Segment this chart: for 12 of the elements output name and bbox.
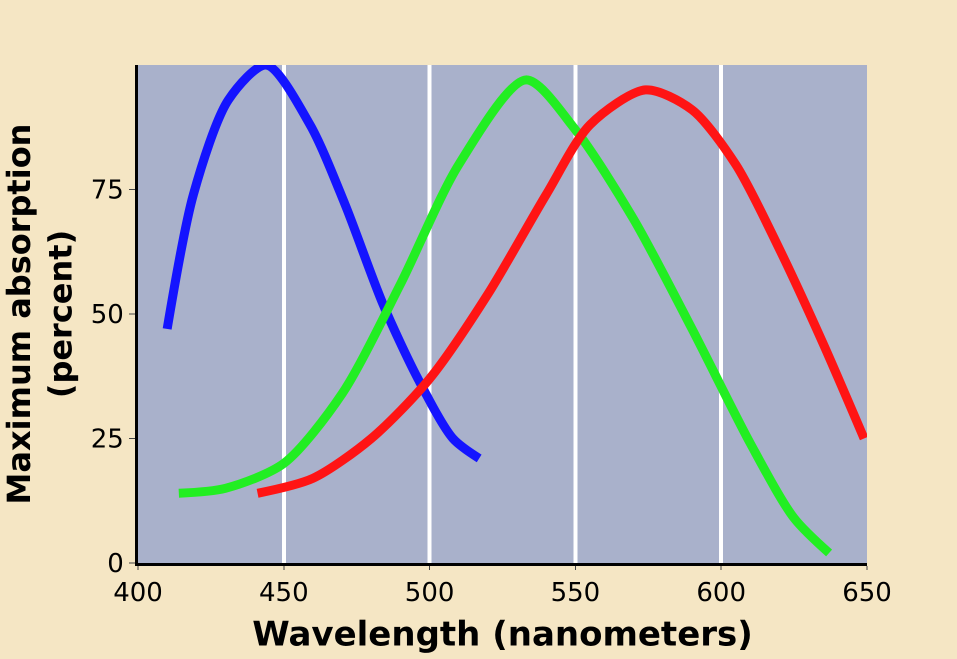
- y-axis-title: Maximum absorption (percent): [0, 124, 80, 504]
- x-axis-title: Wavelength (nanometers): [252, 614, 753, 654]
- x-tick-label: 400: [113, 578, 163, 608]
- y-tick-label: 50: [90, 300, 124, 330]
- y-tick-label: 75: [90, 176, 124, 206]
- x-tick-label: 500: [404, 578, 454, 608]
- x-tick-label: 450: [258, 578, 309, 608]
- y-tick-label: 0: [107, 549, 124, 580]
- x-tick-label: 600: [696, 578, 746, 608]
- x-tick-label: 650: [842, 578, 892, 608]
- x-tick-label: 550: [550, 578, 600, 608]
- y-tick-label: 25: [90, 424, 124, 455]
